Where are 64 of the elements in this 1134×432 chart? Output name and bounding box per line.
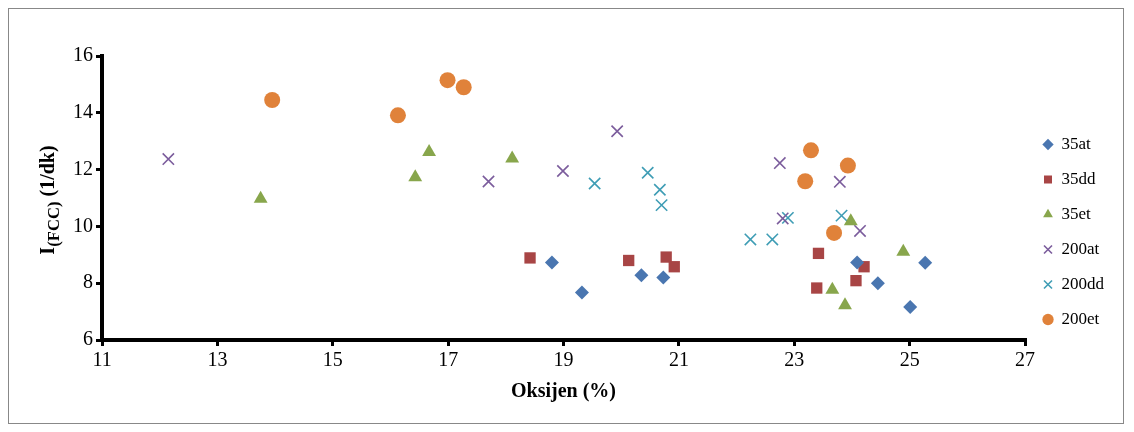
legend-label: 35at [1061,133,1092,153]
point [812,247,825,260]
point [660,251,672,263]
point [264,92,281,109]
x-tick-label: 17 [438,348,459,371]
x-tick-label: 21 [668,348,689,371]
legend-label: 35et [1061,203,1092,223]
y-tick-label: 6 [83,327,93,350]
point [797,173,814,190]
point [776,211,790,225]
x-tick-label: 25 [899,348,920,371]
point [656,270,671,285]
y-tick-label: 8 [83,270,93,293]
point [918,255,933,270]
point [853,224,867,238]
point [850,255,865,270]
point [839,157,856,174]
x-tick-label: 19 [553,348,574,371]
point [556,164,570,178]
point [641,166,655,180]
y-tick-label: 16 [73,43,93,66]
point [903,300,918,315]
x-tick-label: 11 [92,348,112,371]
legend-label: 200at [1061,238,1100,258]
point [811,282,823,294]
point [826,224,843,241]
x-axis-title: Oksijen (%) [511,379,616,403]
point [838,297,852,310]
point [455,79,472,96]
legend-label: 200et [1061,308,1100,328]
point [524,252,536,264]
point [781,211,795,225]
legend-label: 200dd [1061,273,1105,293]
point [623,254,635,267]
point [653,183,667,197]
point [655,198,669,212]
point [389,107,406,124]
point [870,276,885,291]
point [161,152,175,166]
point [835,209,849,223]
point [588,177,602,190]
point [850,274,862,287]
point [765,233,779,246]
x-tick-label: 13 [207,348,228,371]
point [610,124,624,138]
y-tick-label: 10 [73,213,93,236]
point [439,72,456,89]
point [574,285,589,300]
point [802,142,819,159]
point [773,156,787,170]
y-tick-label: 14 [73,100,93,123]
x-tick-label: 15 [322,348,343,371]
point [408,169,423,182]
point [668,261,680,273]
x-tick-label: 27 [1015,348,1035,371]
point [544,255,559,270]
y-tick-label: 12 [73,156,93,179]
point [482,175,495,188]
point [843,213,858,226]
point [634,268,649,283]
point [833,175,847,189]
point [743,233,757,246]
x-tick-label: 23 [784,348,805,371]
legend-label: 35dd [1061,168,1096,188]
